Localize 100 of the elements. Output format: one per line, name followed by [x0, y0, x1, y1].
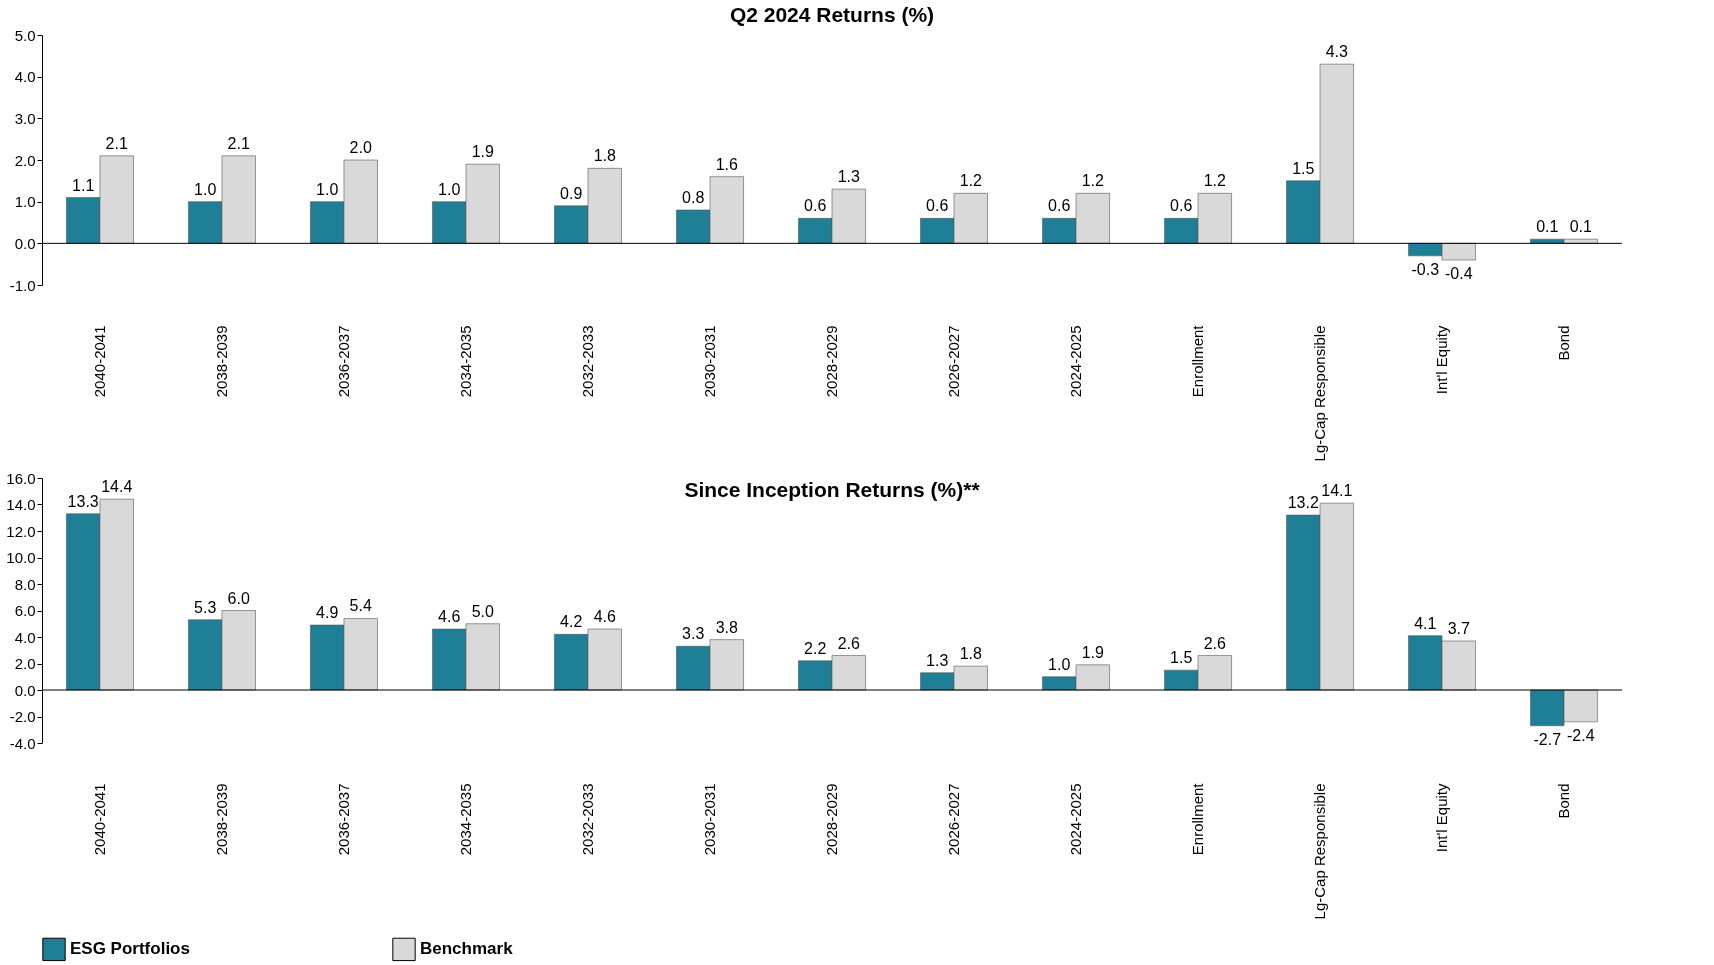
data-label: 1.5 — [1170, 649, 1193, 667]
chart-title: Q2 2024 Returns (%) — [729, 3, 935, 26]
data-label: 1.9 — [1081, 643, 1105, 661]
data-label: 4.6 — [593, 608, 616, 626]
data-label: 4.2 — [560, 613, 583, 631]
data-label: 3.8 — [715, 618, 738, 636]
x-tick-label: 2032-2033 — [578, 325, 596, 398]
x-tick-label: Bond — [1555, 783, 1573, 819]
chart-title: Since Inception Returns (%)** — [684, 478, 981, 501]
x-tick-label: 2028-2029 — [823, 325, 840, 398]
data-label: 0.6 — [1048, 197, 1071, 215]
x-tick-label: 2026-2027 — [945, 783, 963, 856]
data-label: 0.9 — [560, 184, 583, 202]
data-label: 0.1 — [1536, 218, 1559, 236]
data-label: 0.6 — [804, 197, 827, 215]
data-label: 2.1 — [227, 134, 250, 152]
data-label: 14.1 — [1321, 482, 1353, 500]
legend-label: ESG Portfolios — [70, 939, 190, 959]
y-tick-label: 2.0 — [14, 151, 36, 169]
x-tick-label: 2030-2031 — [700, 325, 718, 398]
data-label: 2.6 — [1203, 634, 1227, 652]
data-label: 1.9 — [471, 143, 494, 161]
data-label: 1.8 — [593, 147, 616, 165]
data-label: 1.6 — [715, 155, 738, 173]
data-label: 0.8 — [682, 189, 705, 206]
x-tick-label: Int'l Equity — [1433, 783, 1451, 853]
y-tick-label: 2.0 — [14, 655, 36, 672]
data-label: 14.4 — [101, 478, 133, 496]
data-label: 4.9 — [316, 604, 339, 622]
data-label: 1.0 — [438, 180, 461, 198]
data-label: 4.3 — [1325, 43, 1349, 61]
x-tick-label: Enrollment — [1189, 782, 1207, 856]
data-label: 4.1 — [1414, 614, 1437, 632]
y-tick-label: -4.0 — [9, 734, 36, 752]
data-label: 6.0 — [227, 589, 250, 607]
x-tick-label: 2038-2039 — [212, 783, 230, 856]
x-tick-label: Lg-Cap Responsible — [1311, 325, 1329, 462]
data-label: 1.0 — [1048, 655, 1071, 673]
data-label: 1.8 — [959, 645, 982, 663]
y-tick-label: 0.0 — [14, 234, 36, 252]
x-tick-label: Lg-Cap Responsible — [1311, 783, 1329, 920]
data-label: -0.3 — [1411, 260, 1440, 278]
data-label: 5.0 — [471, 602, 494, 620]
x-tick-label: 2040-2041 — [90, 325, 108, 398]
data-label: 2.2 — [804, 639, 827, 657]
data-label: 2.6 — [837, 634, 860, 652]
x-tick-label: 2034-2035 — [456, 325, 474, 398]
data-label: -2.7 — [1533, 730, 1562, 748]
y-tick-label: 14.0 — [6, 496, 36, 513]
data-label: 1.2 — [1081, 172, 1105, 190]
data-label: 1.1 — [72, 176, 95, 194]
y-tick-label: 0.0 — [14, 681, 36, 699]
data-label: 3.7 — [1447, 619, 1471, 637]
data-label: 1.2 — [959, 172, 982, 190]
y-tick-label: 10.0 — [6, 549, 36, 566]
y-tick-label: 5.0 — [14, 26, 36, 44]
x-tick-label: 2038-2039 — [212, 325, 230, 398]
data-label: -0.4 — [1445, 265, 1473, 282]
data-label: 1.0 — [194, 180, 217, 198]
data-label: 2.0 — [349, 139, 372, 156]
y-tick-label: 4.0 — [14, 628, 36, 646]
y-tick-label: 8.0 — [14, 575, 36, 593]
data-label: 5.3 — [194, 598, 217, 616]
y-tick-label: 6.0 — [14, 602, 36, 619]
y-tick-label: 3.0 — [14, 109, 36, 127]
data-label: 1.5 — [1292, 159, 1315, 177]
data-label: 1.0 — [316, 180, 339, 198]
legend-label: Benchmark — [420, 939, 514, 959]
x-tick-label: Int'l Equity — [1433, 325, 1451, 395]
data-label: 2.1 — [105, 134, 128, 152]
y-tick-label: 4.0 — [14, 68, 36, 86]
data-label: -2.4 — [1567, 726, 1595, 744]
x-tick-label: 2024-2025 — [1067, 783, 1085, 856]
data-label: 1.2 — [1203, 172, 1227, 190]
data-label: 13.3 — [67, 492, 99, 510]
x-tick-label: 2024-2025 — [1067, 325, 1085, 398]
x-tick-label: 2032-2033 — [578, 783, 596, 856]
x-tick-label: Bond — [1555, 325, 1573, 361]
x-tick-label: Enrollment — [1189, 324, 1207, 398]
x-tick-label: 2034-2035 — [456, 783, 474, 856]
x-tick-label: 2040-2041 — [90, 783, 108, 856]
data-label: 0.6 — [926, 197, 949, 215]
y-tick-label: 16.0 — [6, 469, 36, 487]
data-label: 4.6 — [438, 608, 461, 626]
y-tick-label: -1.0 — [9, 276, 36, 294]
y-tick-label: 1.0 — [14, 193, 36, 211]
data-label: 5.4 — [349, 597, 372, 615]
data-label: 0.1 — [1569, 218, 1593, 236]
data-label: 1.3 — [837, 168, 860, 186]
data-label: 1.3 — [926, 651, 949, 669]
x-tick-label: 2028-2029 — [823, 783, 840, 856]
data-label: 3.3 — [682, 625, 705, 643]
x-tick-label: 2036-2037 — [334, 783, 352, 856]
x-tick-label: 2030-2031 — [700, 783, 718, 856]
x-tick-label: 2026-2027 — [945, 325, 963, 398]
data-label: 13.2 — [1287, 494, 1319, 512]
x-tick-label: 2036-2037 — [334, 325, 352, 398]
y-tick-label: -2.0 — [9, 708, 36, 725]
y-tick-label: 12.0 — [6, 522, 36, 540]
data-label: 0.6 — [1170, 197, 1193, 215]
